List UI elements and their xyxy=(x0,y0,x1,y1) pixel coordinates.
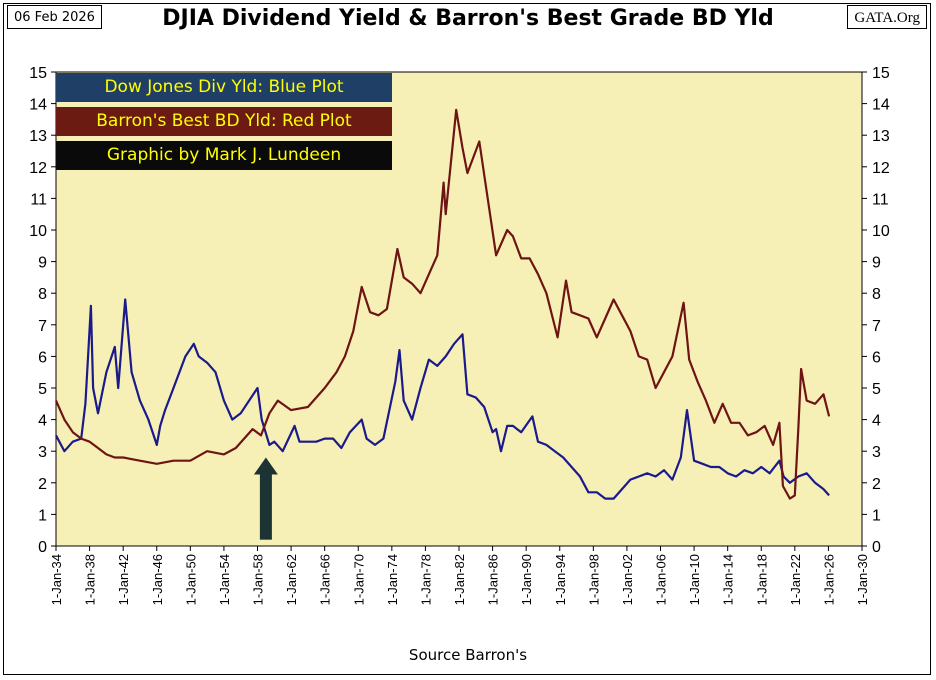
x-tick-label: 1-Jan-66 xyxy=(318,554,333,605)
x-tick-label: 1-Jan-70 xyxy=(351,554,366,605)
y-tick-label-right: 5 xyxy=(872,381,881,398)
y-tick-label-right: 14 xyxy=(872,97,890,114)
y-tick-label-left: 15 xyxy=(29,65,47,82)
y-tick-label-right: 8 xyxy=(872,286,881,303)
y-tick-label-left: 1 xyxy=(38,507,47,524)
x-tick-label: 1-Jan-34 xyxy=(49,554,64,605)
x-tick-label: 1-Jan-46 xyxy=(150,554,165,605)
y-tick-label-left: 5 xyxy=(38,381,47,398)
x-tick-label: 1-Jan-98 xyxy=(586,554,601,605)
legend-credit: Graphic by Mark J. Lundeen xyxy=(56,141,392,170)
legend-bond-series: Barron's Best BD Yld: Red Plot xyxy=(56,107,392,136)
dow-dividend-yield-line xyxy=(55,298,830,500)
y-tick-label-left: 4 xyxy=(38,413,47,430)
x-tick-label: 1-Jan-14 xyxy=(721,554,736,605)
x-tick-label: 1-Jan-78 xyxy=(418,554,433,605)
y-tick-label-right: 7 xyxy=(872,318,881,335)
y-tick-label-left: 13 xyxy=(29,128,47,145)
x-tick-label: 1-Jan-58 xyxy=(251,554,266,605)
bond-yield-line xyxy=(54,108,831,500)
y-tick-label-left: 10 xyxy=(29,223,47,240)
y-tick-label-right: 6 xyxy=(872,349,881,366)
x-tick-label: 1-Jan-82 xyxy=(452,554,467,605)
y-tick-label-left: 2 xyxy=(38,476,47,493)
y-tick-label-left: 3 xyxy=(38,444,47,461)
x-tick-label: 1-Jan-02 xyxy=(620,554,635,605)
x-tick-label: 1-Jan-50 xyxy=(183,554,198,605)
source-label: GATA.Org xyxy=(847,5,927,29)
y-tick-label-right: 10 xyxy=(872,223,890,240)
x-tick-label: 1-Jan-42 xyxy=(116,554,131,605)
y-tick-label-right: 0 xyxy=(872,539,881,556)
y-tick-label-left: 8 xyxy=(38,286,47,303)
y-tick-label-right: 12 xyxy=(872,160,890,177)
arrow-shaft xyxy=(259,473,272,540)
annotation-layer xyxy=(253,457,278,540)
x-tick-label: 1-Jan-30 xyxy=(855,554,870,605)
x-tick-label: 1-Jan-62 xyxy=(284,554,299,605)
y-tick-label-right: 13 xyxy=(872,128,890,145)
y-tick-label-right: 3 xyxy=(872,444,881,461)
x-tick-label: 1-Jan-54 xyxy=(217,554,232,605)
x-tick-label: 1-Jan-86 xyxy=(486,554,501,605)
arrow-head xyxy=(253,457,278,475)
x-axis: 1-Jan-34 1-Jan-38 1-Jan-42 1-Jan-46 1-Jan-50… xyxy=(49,546,870,605)
y-tick-label-left: 14 xyxy=(29,97,47,114)
x-tick-label: 1-Jan-38 xyxy=(83,554,98,605)
y-tick-label-left: 0 xyxy=(38,539,47,556)
x-axis-label: Source Barron's xyxy=(408,646,528,664)
x-tick-label: 1-Jan-26 xyxy=(821,554,836,605)
legend-dow-series: Dow Jones Div Yld: Blue Plot xyxy=(56,73,392,102)
x-tick-label: 1-Jan-18 xyxy=(754,554,769,605)
date-label: 06 Feb 2026 xyxy=(7,5,102,29)
x-tick-label: 1-Jan-94 xyxy=(553,554,568,605)
x-tick-label: 1-Jan-10 xyxy=(687,554,702,605)
y-tick-label-left: 12 xyxy=(29,160,47,177)
y-tick-label-left: 7 xyxy=(38,318,47,335)
y-tick-label-left: 11 xyxy=(30,191,47,208)
y-tick-label-right: 15 xyxy=(872,65,890,82)
x-tick-label: 1-Jan-74 xyxy=(385,554,400,605)
chart-title: DJIA Dividend Yield & Barron's Best Grad… xyxy=(162,6,774,31)
y-tick-label-right: 11 xyxy=(872,191,889,208)
y-tick-label-right: 2 xyxy=(872,476,881,493)
series-layer xyxy=(54,108,831,500)
y-tick-label-left: 9 xyxy=(38,255,47,272)
x-tick-label: 1-Jan-06 xyxy=(654,554,669,605)
y-tick-label-right: 1 xyxy=(872,507,881,524)
y-tick-label-left: 6 xyxy=(38,349,47,366)
y-tick-label-right: 9 xyxy=(872,255,881,272)
x-tick-label: 1-Jan-90 xyxy=(519,554,534,605)
y-tick-label-right: 4 xyxy=(872,413,881,430)
x-tick-label: 1-Jan-22 xyxy=(788,554,803,605)
